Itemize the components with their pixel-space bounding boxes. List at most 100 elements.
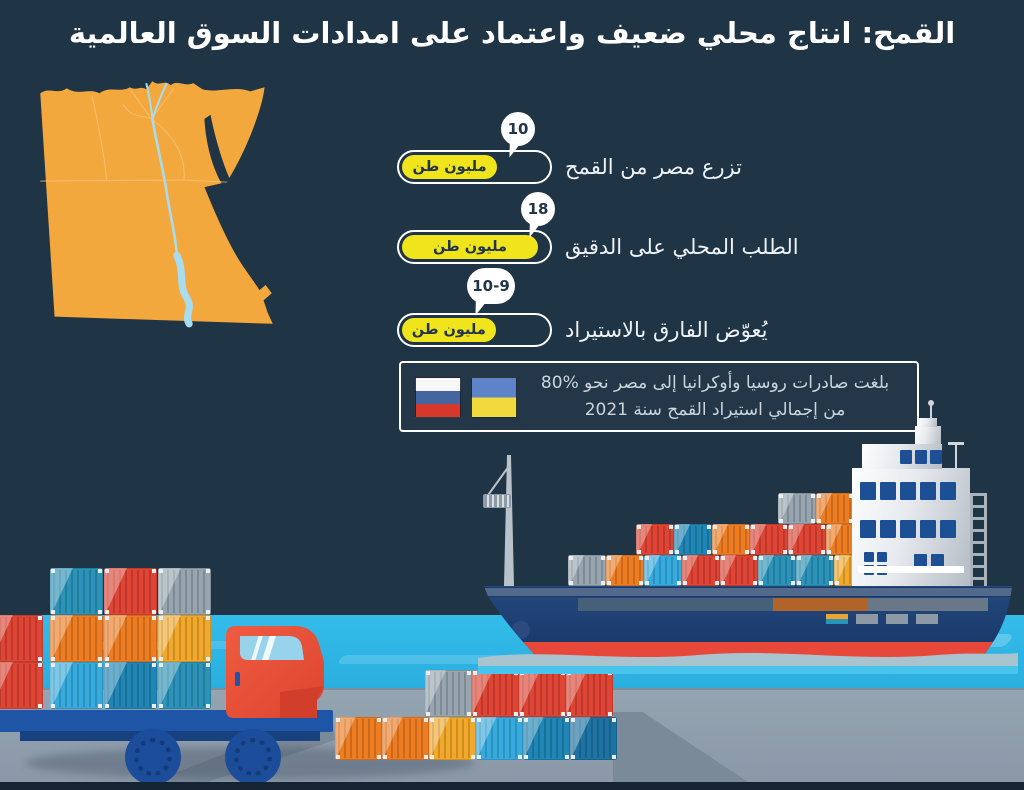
ship-ladder [970,493,987,586]
mast-pole [504,455,514,586]
container [682,555,720,586]
window [860,482,876,500]
container [382,717,429,760]
stat-row-wheat-production: 10 مليون طن تزرع مصر من القمح [397,112,742,184]
stat-value: 10 [507,120,529,138]
container [568,555,606,586]
stat-pill: مليون طن [397,150,552,184]
container [158,568,211,615]
container [519,670,566,717]
ship-funnel-top [919,418,937,427]
bow-wave-foam [478,652,1018,670]
stat-row-import-gap: 10-9 مليون طن يُعوّض الفارق بالاستيراد [397,268,768,347]
stat-value: 10-9 [472,277,510,295]
window [930,450,942,464]
bridge-windows [862,444,942,469]
truck-containers [0,560,348,790]
window [864,552,874,562]
container [566,670,613,717]
stat-unit: مليون طن [432,239,507,255]
container [606,555,644,586]
stat-label: تزرع مصر من القمح [565,155,742,179]
container [816,493,854,524]
truck-cab [222,620,337,725]
stat-value: 18 [527,200,549,218]
container [425,670,472,717]
yard-containers [330,668,630,763]
flags-group [415,377,517,418]
container [570,717,617,760]
ship-bridge [862,444,942,469]
container [158,615,211,662]
window [877,552,887,562]
ship-windows [852,468,970,586]
container [644,555,682,586]
ship-hull-art [478,455,1018,674]
window [900,450,912,464]
window [915,450,927,464]
stat-pill-fill: مليون طن [402,318,496,342]
antenna-icon [928,400,934,419]
hull-waterline-stripe [484,642,1012,660]
container [50,615,103,662]
cargo-truck [0,560,348,790]
egypt-map [30,74,282,334]
stat-row-flour-demand: 18 مليون طن الطلب المحلي على الدقيق [397,192,799,264]
window [940,482,956,500]
container [476,717,523,760]
window [931,554,944,567]
container [636,524,674,555]
russia-ukraine-note: بلغت صادرات روسيا وأوكرانيا إلى مصر نحو … [399,361,919,432]
window [860,520,876,538]
truck-front-wheel [225,729,281,785]
container [104,662,157,709]
stat-unit: مليون طن [411,322,486,338]
container [523,717,570,760]
hull-vents [826,614,938,624]
container [50,568,103,615]
cargo-ship [478,400,1018,682]
truck-rear-wheel [125,729,181,785]
ship-funnel [915,426,941,444]
window [920,520,936,538]
window [880,520,896,538]
deck-stripe [858,566,964,573]
page-title: القمح: انتاج محلي ضعيف واعتماد على امداد… [68,16,956,50]
stat-pill: مليون طن [397,230,552,264]
container [104,615,157,662]
russia-flag-icon [415,377,461,418]
container [472,670,519,717]
container [796,555,834,586]
window [940,520,956,538]
container [750,524,788,555]
radar-antenna-icon [948,442,964,469]
container [158,662,211,709]
window [920,482,936,500]
container [0,662,43,709]
container [778,493,816,524]
stat-label: الطلب المحلي على الدقيق [565,235,799,259]
stat-value-badge: 10 [501,112,535,146]
porthole [512,621,530,639]
container [712,524,750,555]
container [674,524,712,555]
container [0,615,43,662]
stat-value-badge: 18 [521,192,555,226]
ukraine-flag-icon [471,377,517,418]
container [788,524,826,555]
window [900,482,916,500]
railing [484,588,1012,596]
waterline-light [478,666,1018,674]
container [758,555,796,586]
note-line-1: بلغت صادرات روسيا وأوكرانيا إلى مصر نحو … [540,373,890,394]
stat-unit: مليون طن [412,159,487,175]
window [914,554,927,567]
door-handle [235,672,240,686]
stat-label: يُعوّض الفارق بالاستيراد [565,318,768,342]
cab-fender [280,686,324,718]
gulf-of-suez [204,114,230,186]
ship-containers [478,408,1018,682]
container [720,555,758,586]
nile-river [145,82,193,328]
